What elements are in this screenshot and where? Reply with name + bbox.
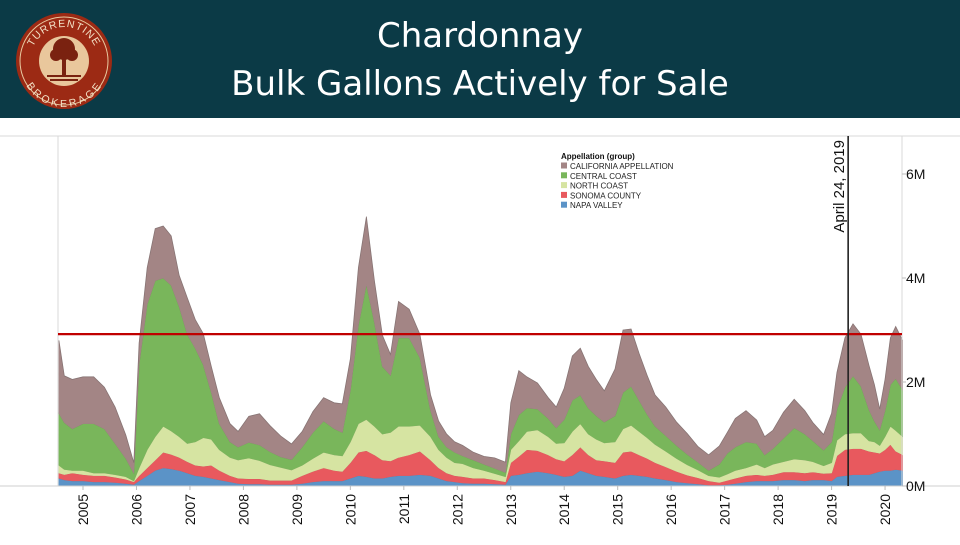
header-bar xyxy=(0,0,960,118)
area-california-appellation xyxy=(58,216,903,475)
legend-swatch xyxy=(561,172,567,179)
legend-entry: CENTRAL COAST xyxy=(570,172,637,181)
x-tick-label: 2012 xyxy=(449,494,465,525)
legend-swatch xyxy=(561,191,567,198)
legend-swatch xyxy=(561,201,567,208)
chart-container: April 24, 2019 2005 2006 2007 2008 2009 2010 20… xyxy=(0,118,960,540)
annotation-label: April 24, 2019 xyxy=(831,140,848,233)
area-layers xyxy=(58,216,904,487)
legend-entry: SONOMA COUNTY xyxy=(570,191,642,200)
y-tick-label: 4M xyxy=(906,270,925,286)
tree-icon xyxy=(47,38,81,81)
x-tick-label: 2008 xyxy=(235,494,251,525)
x-tick-label: 2018 xyxy=(770,494,786,525)
x-tick-label: 2007 xyxy=(182,494,198,525)
x-tick-label: 2005 xyxy=(75,494,91,525)
x-tick-label: 2009 xyxy=(289,494,305,525)
x-tick-label: 2006 xyxy=(128,494,144,525)
page-title-line1: Chardonnay xyxy=(377,16,583,56)
x-tick-label: 2011 xyxy=(396,494,412,524)
x-tick-label: 2017 xyxy=(717,494,733,525)
page-title-line2: Bulk Gallons Actively for Sale xyxy=(231,64,729,104)
legend-entry: CALIFORNIA APPELLATION xyxy=(570,162,674,171)
y-tick-label: 6M xyxy=(906,166,925,182)
legend-swatch xyxy=(561,182,567,189)
logo-ring xyxy=(19,16,109,106)
legend: Appellation (group)CALIFORNIA APPELLATIO… xyxy=(561,152,674,210)
x-tick-label: 2014 xyxy=(556,494,572,525)
x-tick-label: 2020 xyxy=(877,494,893,525)
turrentine-logo: TURRENTINE BROKERAGE xyxy=(16,13,112,110)
x-tick-label: 2013 xyxy=(503,494,519,525)
y-tick-label: 0M xyxy=(906,478,925,494)
legend-entry: NORTH COAST xyxy=(570,182,628,191)
x-tick-label: 2019 xyxy=(824,494,840,525)
x-tick-label: 2010 xyxy=(342,494,358,525)
x-tick-label: 2016 xyxy=(663,494,679,525)
y-tick-label: 2M xyxy=(906,374,925,390)
x-tick-label: 2015 xyxy=(610,494,626,525)
area-edge-california-appellation xyxy=(58,216,904,463)
stacked-area-chart: April 24, 2019 2005 2006 2007 2008 2009 2010 20… xyxy=(0,135,960,525)
legend-entry: NAPA VALLEY xyxy=(570,201,623,210)
legend-swatch xyxy=(561,162,567,169)
axes: April 24, 2019 2005 2006 2007 2008 2009 2010 20… xyxy=(0,135,960,525)
legend-title: Appellation (group) xyxy=(561,152,635,161)
